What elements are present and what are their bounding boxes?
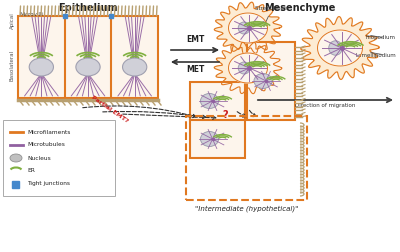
FancyBboxPatch shape bbox=[190, 120, 245, 158]
Polygon shape bbox=[301, 17, 379, 79]
Text: Direction of migration: Direction of migration bbox=[295, 103, 355, 108]
Text: Tight junctions: Tight junctions bbox=[27, 181, 70, 186]
FancyBboxPatch shape bbox=[190, 82, 245, 120]
Bar bbox=[63, 14, 67, 18]
Ellipse shape bbox=[200, 132, 218, 146]
Text: Nucleus: Nucleus bbox=[27, 155, 51, 161]
Text: Stress fibers: Stress fibers bbox=[255, 6, 289, 25]
Bar bbox=[12, 180, 19, 187]
Text: Partial EMT?: Partial EMT? bbox=[91, 94, 129, 123]
Ellipse shape bbox=[10, 154, 22, 162]
Ellipse shape bbox=[254, 74, 272, 88]
Ellipse shape bbox=[76, 58, 100, 76]
Text: Microfilaments: Microfilaments bbox=[27, 130, 70, 135]
Text: "Intermediate (hypothetical)": "Intermediate (hypothetical)" bbox=[195, 205, 298, 212]
Text: ER: ER bbox=[27, 169, 35, 173]
Text: Filopodium: Filopodium bbox=[366, 36, 396, 41]
Text: MET: MET bbox=[186, 65, 204, 74]
Ellipse shape bbox=[329, 41, 342, 55]
Polygon shape bbox=[228, 53, 268, 83]
Text: Basolateral: Basolateral bbox=[10, 49, 14, 81]
Text: Microtubules: Microtubules bbox=[27, 142, 65, 147]
Polygon shape bbox=[214, 42, 282, 94]
Text: Epithelium: Epithelium bbox=[58, 3, 118, 13]
Text: Apical: Apical bbox=[10, 13, 14, 29]
Text: EMT: EMT bbox=[186, 35, 204, 44]
Ellipse shape bbox=[122, 58, 147, 76]
Text: Mesenchyme: Mesenchyme bbox=[264, 3, 336, 13]
Bar bbox=[109, 14, 113, 18]
FancyBboxPatch shape bbox=[3, 120, 115, 196]
Ellipse shape bbox=[238, 22, 250, 34]
Text: Microvilli: Microvilli bbox=[20, 12, 44, 17]
Ellipse shape bbox=[29, 58, 54, 76]
Ellipse shape bbox=[200, 93, 218, 109]
FancyBboxPatch shape bbox=[247, 42, 295, 120]
Text: ?: ? bbox=[222, 110, 228, 120]
Ellipse shape bbox=[238, 62, 250, 74]
Text: Lamellipodium: Lamellipodium bbox=[355, 52, 396, 57]
FancyBboxPatch shape bbox=[18, 16, 158, 98]
Polygon shape bbox=[228, 13, 268, 43]
Polygon shape bbox=[318, 30, 362, 66]
Polygon shape bbox=[214, 2, 282, 54]
